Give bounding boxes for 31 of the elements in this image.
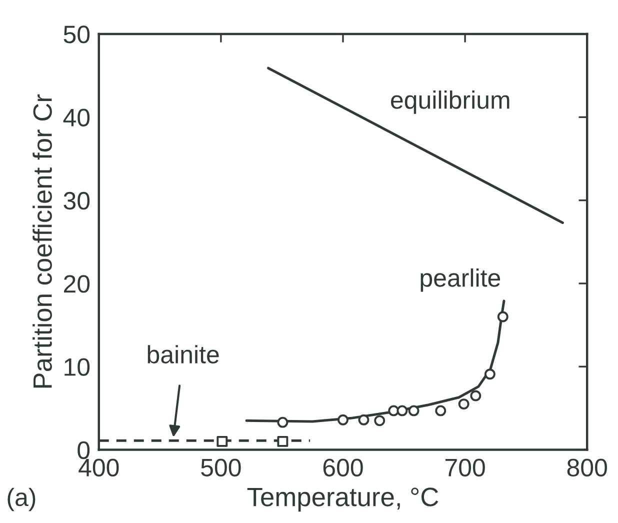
x-axis-title: Temperature, °C (247, 488, 438, 512)
point (388, 405, 400, 416)
y-tick-label: 50 (64, 26, 90, 44)
y-tick-label: 0 (78, 441, 90, 460)
annotation: equilibrium (391, 90, 510, 114)
y-tick-label: 40 (63, 108, 90, 126)
point (470, 390, 482, 402)
x-tick-label: 600 (323, 458, 363, 476)
point (277, 436, 288, 447)
y-tick-label: 30 (64, 192, 90, 210)
x-tick-label: 700 (445, 458, 485, 476)
y-axis-title: Partition coefficient for Cr (32, 94, 52, 388)
y-tick-label: 10 (64, 358, 90, 376)
point (338, 414, 348, 426)
x-tick-label: 800 (567, 458, 607, 476)
point (216, 436, 228, 447)
point (396, 405, 408, 416)
point (408, 405, 420, 416)
x-tick-label: 400 (78, 458, 119, 476)
point (484, 368, 496, 380)
point (374, 415, 386, 426)
point (358, 414, 370, 426)
point (277, 416, 288, 428)
text: (a) (8, 488, 36, 512)
annotation: bainite (148, 345, 219, 364)
x-tick-label: 500 (201, 458, 241, 476)
point (458, 398, 470, 410)
y-tick-label: 20 (64, 275, 90, 293)
annotation: pearlite (420, 268, 500, 292)
point (435, 405, 446, 416)
point (497, 311, 508, 322)
